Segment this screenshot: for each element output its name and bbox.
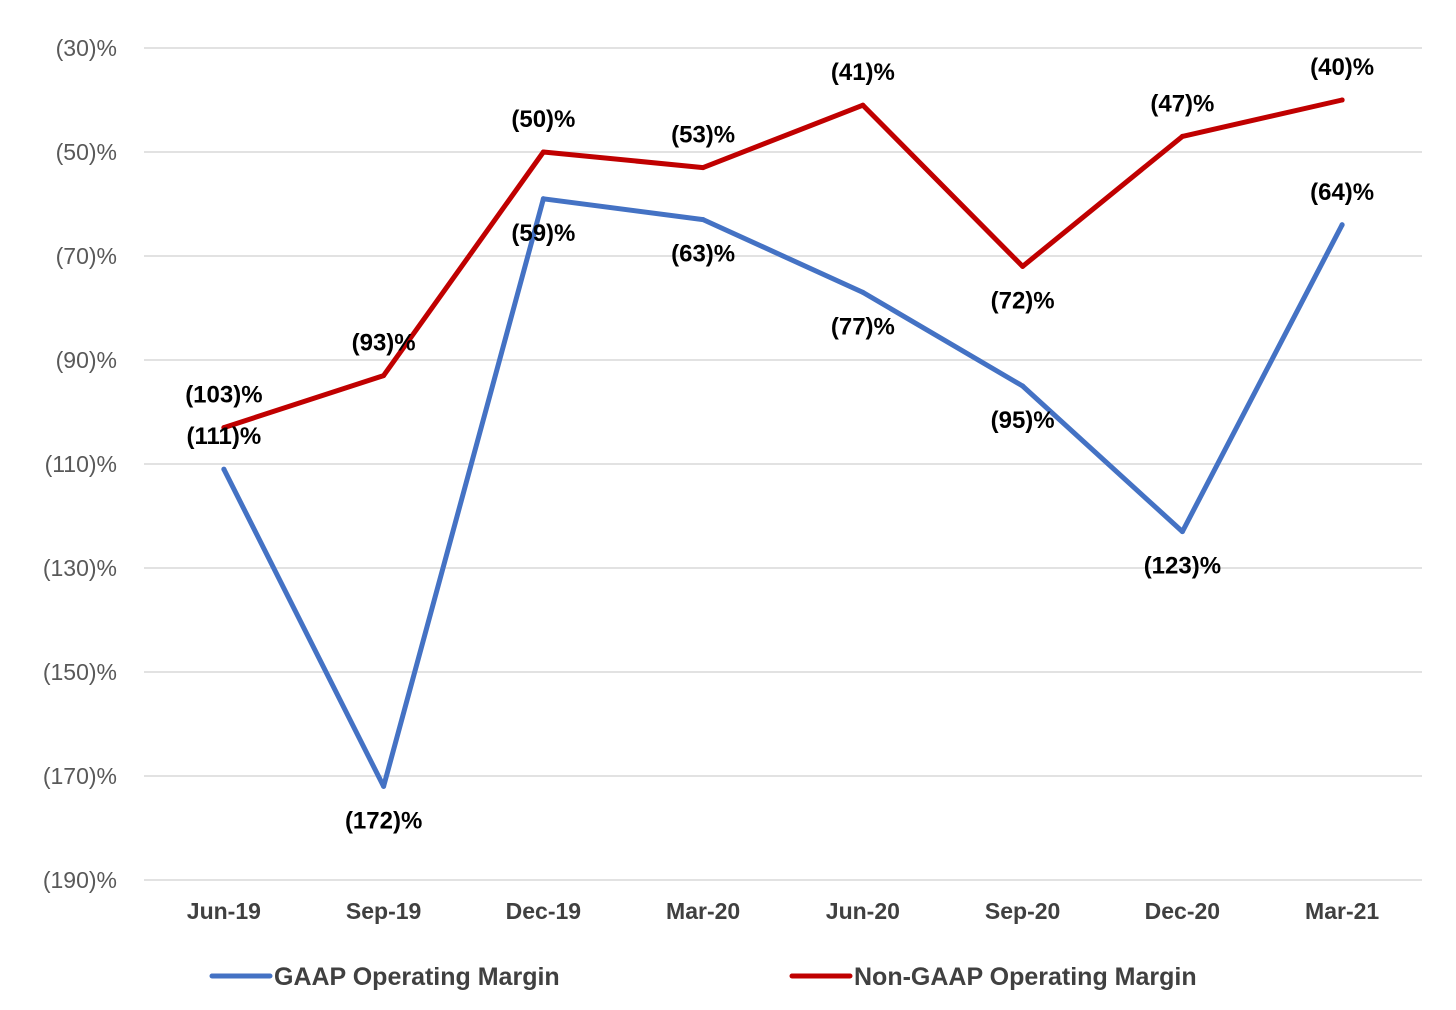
- data-point: [1179, 133, 1185, 139]
- data-point: [860, 289, 866, 295]
- data-label: (53)%: [671, 122, 735, 149]
- x-axis-tick-labels: Jun-19 Sep-19 Dec-19 Mar-20 Jun-20 Sep-20 Dec-…: [187, 898, 1380, 924]
- x-tick-label: Mar-21: [1305, 898, 1379, 924]
- x-tick-label: Jun-20: [826, 898, 900, 924]
- gridlines: [144, 47, 1422, 881]
- data-point: [221, 425, 227, 431]
- y-axis-tick-labels: (30)% (50)% (70)% (90)% (110)% (130)% (150)% (1…: [43, 35, 117, 893]
- x-tick-label: Dec-20: [1145, 898, 1220, 924]
- data-point: [1179, 529, 1185, 535]
- y-tick-label: (70)%: [56, 243, 117, 269]
- data-label: (50)%: [511, 106, 575, 133]
- data-label: (123)%: [1144, 553, 1221, 580]
- legend-label: GAAP Operating Margin: [274, 963, 560, 991]
- data-point: [1339, 97, 1345, 103]
- y-tick-label: (90)%: [56, 347, 117, 373]
- data-point: [1020, 383, 1026, 389]
- data-label: (72)%: [991, 287, 1055, 314]
- x-tick-label: Sep-20: [985, 898, 1060, 924]
- x-tick-label: Sep-19: [346, 898, 421, 924]
- y-tick-label: (110)%: [45, 451, 117, 477]
- data-point: [381, 783, 387, 789]
- data-label: (95)%: [991, 407, 1055, 434]
- x-tick-label: Dec-19: [506, 898, 581, 924]
- data-label: (63)%: [671, 241, 735, 268]
- data-label: (77)%: [831, 313, 895, 340]
- data-label: (111)%: [187, 423, 262, 450]
- data-point: [221, 466, 227, 472]
- data-point: [381, 373, 387, 379]
- data-point: [1020, 263, 1026, 269]
- y-tick-label: (30)%: [56, 35, 117, 61]
- y-tick-label: (130)%: [43, 555, 117, 581]
- data-point: [860, 102, 866, 108]
- data-label: (47)%: [1150, 90, 1214, 117]
- series-line-non-gaap: [221, 97, 1345, 431]
- y-tick-label: (170)%: [43, 763, 117, 789]
- data-point: [540, 149, 546, 155]
- series-line-gaap: [221, 196, 1345, 789]
- data-label: (59)%: [511, 220, 575, 247]
- x-tick-label: Jun-19: [187, 898, 261, 924]
- data-label: (41)%: [831, 59, 895, 86]
- data-point: [540, 196, 546, 202]
- data-point: [700, 165, 706, 171]
- data-point: [700, 217, 706, 223]
- legend: GAAP Operating Margin Non-GAAP Operating …: [209, 963, 1197, 991]
- data-label: (40)%: [1310, 54, 1374, 81]
- y-tick-label: (50)%: [56, 139, 117, 165]
- data-point: [1339, 222, 1345, 228]
- y-tick-label: (150)%: [43, 659, 117, 685]
- data-label: (103)%: [185, 382, 262, 409]
- x-tick-label: Mar-20: [666, 898, 740, 924]
- legend-label: Non-GAAP Operating Margin: [854, 963, 1197, 991]
- y-tick-label: (190)%: [43, 867, 117, 893]
- series-lines: [221, 97, 1345, 789]
- data-label: (93)%: [352, 330, 416, 357]
- data-labels: (111)% (172)% (59)% (63)% (77)% (95)% (123)% (6…: [185, 54, 1374, 834]
- data-label: (64)%: [1310, 179, 1374, 206]
- data-label: (172)%: [345, 807, 422, 834]
